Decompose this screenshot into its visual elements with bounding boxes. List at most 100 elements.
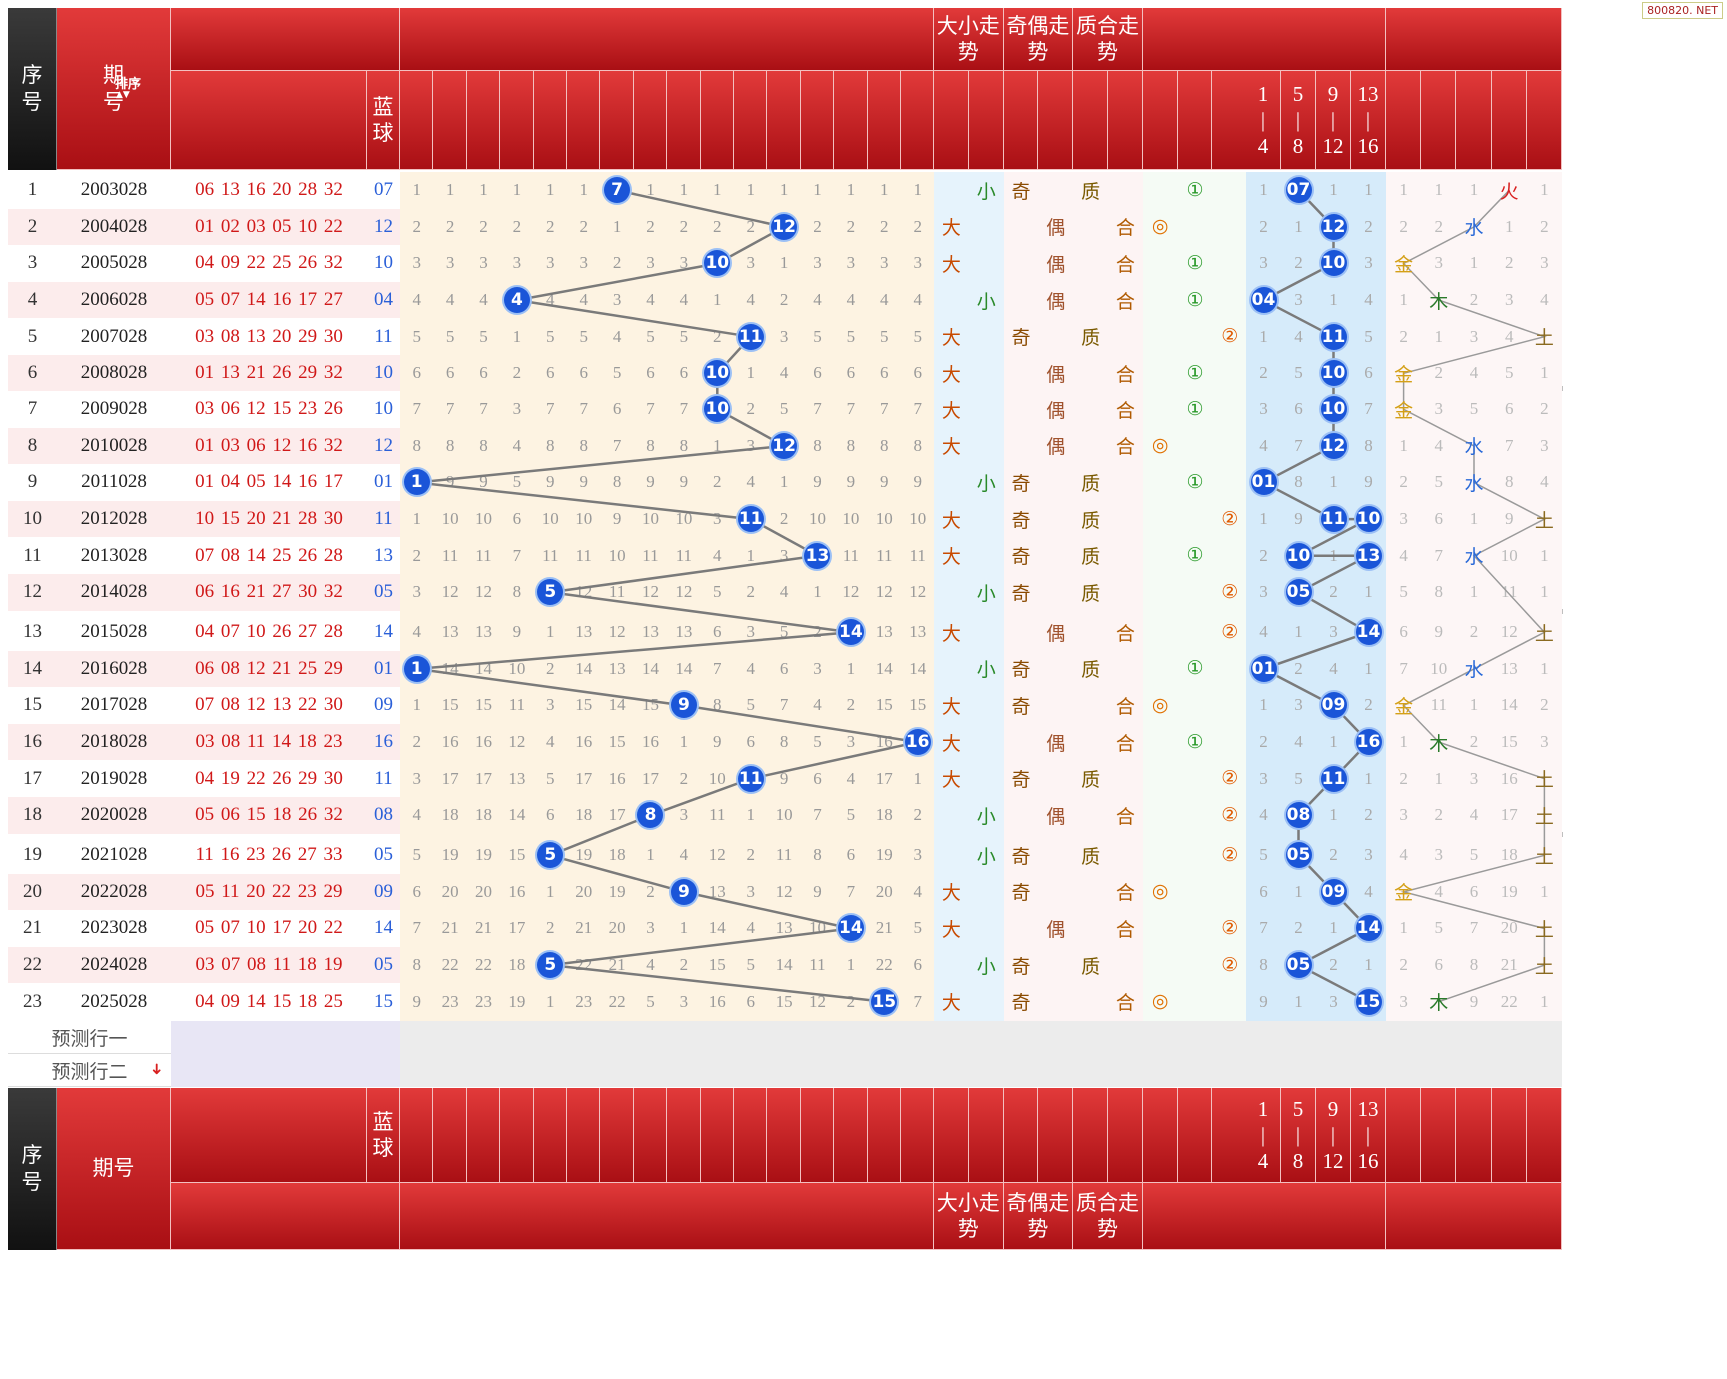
element-cell: 水 bbox=[1464, 437, 1484, 459]
element-cell: 3 bbox=[1434, 399, 1444, 419]
prime-mark: 质 bbox=[1081, 583, 1101, 605]
blue-miss-count: 1 bbox=[746, 805, 755, 825]
blue-miss-count: 11 bbox=[909, 545, 926, 565]
row-issue: 2003028 bbox=[80, 179, 148, 201]
expand-arrow-icon[interactable]: ➜ bbox=[148, 1062, 165, 1076]
element-cell: 5 bbox=[1469, 399, 1479, 419]
predict-row-label[interactable]: 预测行二 bbox=[8, 1054, 171, 1087]
row-red-balls: 11 16 23 26 27 33 bbox=[195, 844, 343, 866]
zone-ball-marker: 04 bbox=[1250, 287, 1277, 314]
row-red-balls: 06 08 12 21 25 29 bbox=[195, 657, 343, 679]
element-cell: 2 bbox=[1434, 363, 1444, 383]
element-cell: 1 bbox=[1540, 545, 1549, 565]
zone-miss-count: 1 bbox=[1259, 180, 1268, 200]
element-cell: 9 bbox=[1469, 991, 1479, 1011]
element-cell: 1 bbox=[1540, 658, 1549, 678]
zone-miss-count: 2 bbox=[1259, 363, 1268, 383]
sort-button[interactable]: 排序 bbox=[115, 77, 142, 92]
zone-hit: 01 bbox=[1246, 464, 1281, 501]
blue-miss-count: 13 bbox=[608, 658, 626, 678]
zone-hit: 10 bbox=[1316, 245, 1351, 282]
header-zone-distribution bbox=[1246, 8, 1386, 71]
size-mark: 小 bbox=[976, 473, 996, 495]
zone-miss-count: 1 bbox=[1329, 805, 1338, 825]
blue-ball-marker: 12 bbox=[771, 213, 798, 240]
row-seq: 23 bbox=[23, 990, 42, 1012]
blue-miss-count: 13 bbox=[508, 768, 526, 788]
blue-miss-count: 9 bbox=[579, 472, 588, 492]
prime-mark: 合 bbox=[1115, 400, 1135, 422]
zone-ball-marker: 11 bbox=[1320, 323, 1347, 350]
parity-mark: 奇 bbox=[1011, 328, 1031, 350]
row-blue-ball: 14 bbox=[374, 621, 393, 643]
blue-miss-count: 11 bbox=[441, 545, 459, 565]
element-cell: 2 bbox=[1469, 732, 1479, 752]
blue-miss-count: 5 bbox=[880, 326, 889, 346]
size-mark: 小 bbox=[976, 956, 996, 978]
row-blue-ball: 05 bbox=[374, 954, 393, 976]
blue-miss-count: 23 bbox=[474, 991, 492, 1011]
zone-miss-count: 9 bbox=[1364, 472, 1373, 492]
blue-miss-count: 14 bbox=[708, 918, 726, 938]
blue-miss-count: 4 bbox=[779, 363, 789, 383]
row-red-balls: 03 08 11 14 18 23 bbox=[195, 731, 343, 753]
zone-miss-count: 4 bbox=[1294, 326, 1303, 346]
blue-miss-count: 17 bbox=[875, 768, 893, 788]
blue-miss-count: 6 bbox=[746, 991, 755, 1011]
blue-ball-marker: 1 bbox=[403, 469, 430, 496]
blue-miss-count: 10 bbox=[474, 509, 492, 529]
header-road-col bbox=[1177, 71, 1213, 170]
header-element-col bbox=[1456, 71, 1492, 170]
header-issue[interactable]: 期号 bbox=[57, 1088, 171, 1250]
row-red-balls: 03 06 12 15 23 26 bbox=[195, 398, 343, 420]
blue-miss-count: 2 bbox=[546, 658, 555, 678]
row-red-balls: 06 16 21 27 30 32 bbox=[195, 581, 343, 603]
blue-miss-count: 1 bbox=[646, 845, 655, 865]
blue-miss-count: 1 bbox=[713, 290, 722, 310]
row-background bbox=[8, 650, 400, 688]
row-blue-ball: 10 bbox=[374, 398, 393, 420]
header-blue-col-14 bbox=[834, 71, 868, 170]
zone-hit: 01 bbox=[1246, 651, 1281, 688]
parity-mark: 偶 bbox=[1046, 733, 1066, 755]
row-background bbox=[8, 391, 400, 428]
zone-hit: 10 bbox=[1316, 355, 1351, 392]
blue-ball-hit: 8 bbox=[634, 797, 667, 834]
row-background bbox=[8, 614, 400, 651]
blue-miss-count: 1 bbox=[546, 180, 555, 200]
blue-ball-hit: 4 bbox=[500, 282, 533, 319]
blue-miss-count: 1 bbox=[713, 435, 722, 455]
prime-mark: 合 bbox=[1115, 733, 1135, 755]
blue-miss-count: 8 bbox=[813, 435, 822, 455]
blue-miss-count: 4 bbox=[479, 290, 488, 310]
element-cell: 金 bbox=[1394, 364, 1414, 386]
zone-hit: 10 bbox=[1281, 537, 1316, 574]
header-zone-col: 13 | 16 bbox=[1351, 1088, 1386, 1183]
zone-miss-count: 8 bbox=[1294, 472, 1303, 492]
size-mark: 大 bbox=[941, 328, 961, 350]
element-cell: 1 bbox=[1434, 180, 1444, 200]
blue-miss-count: 9 bbox=[713, 732, 722, 752]
blue-miss-count: 3 bbox=[646, 918, 655, 938]
blue-miss-count: 4 bbox=[913, 290, 922, 310]
element-cell: 5 bbox=[1469, 845, 1479, 865]
parity-mark: 偶 bbox=[1046, 623, 1066, 645]
header-road-col bbox=[1212, 71, 1248, 170]
header-element-col bbox=[1386, 1088, 1422, 1183]
predict-row-label[interactable]: 预测行一 bbox=[8, 1021, 171, 1054]
blue-miss-count: 6 bbox=[646, 363, 655, 383]
parity-mark: 偶 bbox=[1046, 364, 1066, 386]
size-mark: 大 bbox=[941, 254, 961, 276]
header-issue[interactable]: 期号 bbox=[57, 8, 171, 170]
element-cell: 18 bbox=[1500, 845, 1518, 865]
zone-miss-count: 2 bbox=[1329, 845, 1338, 865]
header-blue-col-15 bbox=[867, 71, 901, 170]
element-cell: 1 bbox=[1469, 695, 1479, 715]
row-blue-ball: 14 bbox=[374, 917, 393, 939]
blue-miss-count: 10 bbox=[608, 545, 626, 565]
blue-miss-count: 12 bbox=[775, 881, 793, 901]
blue-ball-hit: 1 bbox=[400, 651, 433, 688]
blue-miss-count: 12 bbox=[875, 582, 893, 602]
sort-arrows-icon[interactable]: ▲▼ bbox=[116, 90, 130, 100]
